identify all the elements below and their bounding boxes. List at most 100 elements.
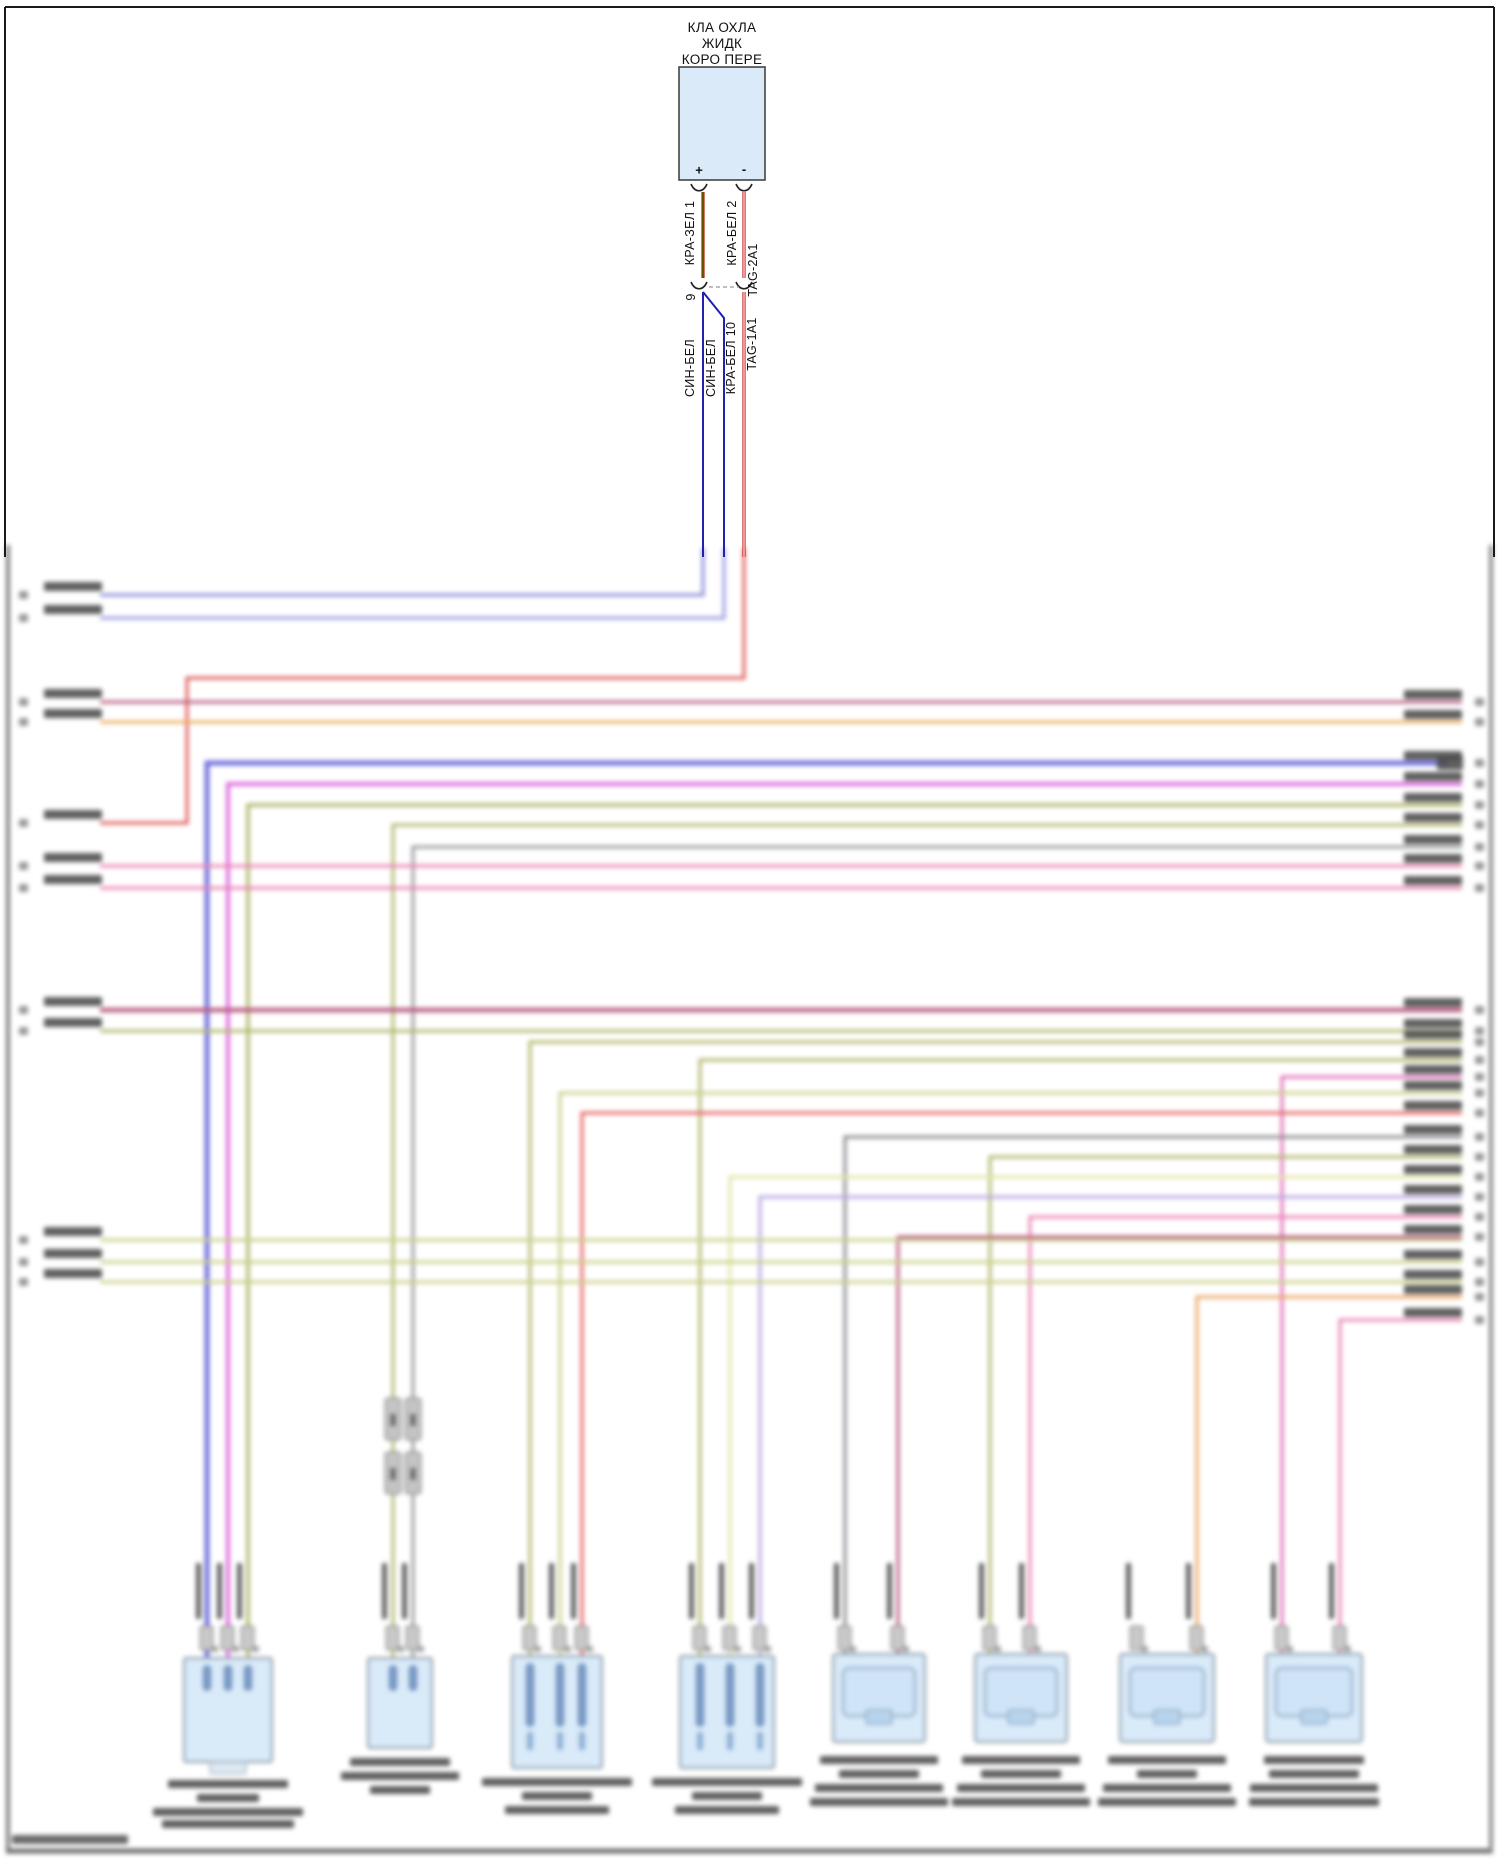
inline-connector-mark — [410, 1414, 416, 1426]
left-wire-label — [44, 1269, 102, 1278]
bottom-wire-name-blob — [549, 1563, 554, 1619]
connector-pin-slot — [556, 1663, 564, 1727]
module-tab — [1300, 1709, 1328, 1725]
bottom-wire-name-blob — [979, 1563, 984, 1619]
wire-pink-3 — [1280, 1075, 1462, 1658]
connector-pin-slot2 — [557, 1732, 563, 1750]
bottom-wire-name-blob — [719, 1563, 724, 1619]
wire-plug — [522, 1625, 537, 1651]
module-label-line — [1098, 1798, 1236, 1806]
module-label-line — [952, 1798, 1090, 1806]
right-wire-label — [1404, 813, 1462, 822]
right-wire-label — [1404, 1145, 1462, 1154]
left-wire-label — [44, 709, 102, 718]
wire-sin-bel-b — [100, 548, 726, 620]
wire-pink-4 — [1028, 1215, 1462, 1658]
left-wire-label — [44, 689, 102, 698]
connector-pin-slot — [389, 1665, 397, 1691]
wire-plug — [890, 1625, 905, 1651]
coolant-valve-box — [678, 66, 766, 181]
bottom-wire-name-blob — [382, 1563, 387, 1619]
module-label-line — [810, 1798, 948, 1806]
left-pin-number — [19, 1006, 28, 1014]
module-label-line — [1137, 1770, 1197, 1778]
wire-plug — [574, 1625, 589, 1651]
right-pin-number — [1475, 1193, 1484, 1201]
right-pin-number — [1475, 1153, 1484, 1161]
wire-name-label: СИН-БЕЛ — [704, 338, 718, 398]
right-wire-label — [1404, 1030, 1462, 1039]
wire-plug — [199, 1625, 214, 1651]
bottom-wire-name-blob — [1271, 1563, 1276, 1619]
bottom-pin-number — [534, 1646, 541, 1652]
connector-label-line — [197, 1794, 259, 1802]
right-pin-number — [1475, 821, 1484, 829]
module-label-line — [1269, 1770, 1359, 1778]
left-wire-label — [44, 853, 102, 862]
left-pin-number — [19, 614, 28, 622]
wire-name-label: КРА-БЕЛ 10 — [724, 321, 738, 395]
wire-plug — [722, 1625, 737, 1651]
wire-name-label: TAG-2A1 — [746, 243, 760, 297]
wire-plug — [1274, 1625, 1289, 1651]
right-wire-label — [1404, 854, 1462, 863]
bottom-pin-number — [417, 1646, 424, 1652]
module-tab — [1153, 1709, 1181, 1725]
wire-plug — [220, 1625, 235, 1651]
right-pin-number — [1475, 862, 1484, 870]
connector-pin-slot2 — [527, 1732, 533, 1750]
left-pin-number — [19, 1278, 28, 1286]
wire-magenta-1 — [226, 782, 1462, 1658]
terminal-arc — [735, 183, 753, 192]
right-pin-number — [1475, 1038, 1484, 1046]
right-wire-label — [1404, 1285, 1462, 1294]
right-wire-label — [1404, 998, 1462, 1007]
bottom-pin-number — [1141, 1646, 1148, 1652]
right-pin-number — [1475, 1089, 1484, 1097]
wire-name-label: СИН-БЕЛ — [683, 338, 697, 398]
footer-text-blob — [12, 1835, 128, 1844]
bottom-pin-number — [849, 1646, 856, 1652]
right-wire-label — [1404, 1165, 1462, 1174]
bottom-pin-number — [252, 1646, 259, 1652]
top-wire-blue — [702, 291, 725, 557]
bottom-wire-name-blob — [1329, 1563, 1334, 1619]
connector-pin-slot — [578, 1663, 586, 1727]
connector-label-line — [341, 1772, 459, 1780]
bottom-wire-name-blob — [571, 1563, 576, 1619]
bottom-pin-number — [994, 1646, 1001, 1652]
module-label-line — [815, 1784, 943, 1792]
left-wire-label — [44, 997, 102, 1006]
bottom-pin-number — [1286, 1646, 1293, 1652]
bottom-pin-number — [902, 1646, 909, 1652]
wire-plug — [1022, 1625, 1037, 1651]
connector-pin-slot2 — [697, 1732, 703, 1750]
bottom-pin-number — [586, 1646, 593, 1652]
right-pin-number — [1475, 1133, 1484, 1141]
bottom-wire-name-blob — [196, 1563, 201, 1619]
left-pin-number — [19, 1236, 28, 1244]
module-tab — [1007, 1709, 1035, 1725]
right-pin-number — [1475, 1258, 1484, 1266]
right-pin-number — [1475, 884, 1484, 892]
right-pin-number — [1475, 1073, 1484, 1081]
right-wire-label — [1404, 1225, 1462, 1234]
plus-terminal-label: + — [695, 162, 703, 178]
right-wire-label — [1404, 1019, 1462, 1028]
right-pin-number — [1475, 1316, 1484, 1324]
bottom-wire-name-blob — [1126, 1563, 1131, 1619]
left-wire-label — [44, 875, 102, 884]
right-pin-number — [1475, 759, 1484, 767]
right-wire-label — [1404, 1125, 1462, 1134]
module-label-line — [1250, 1784, 1378, 1792]
wire-plug — [552, 1625, 567, 1651]
bottom-pin-number — [1034, 1646, 1041, 1652]
connector-label-line — [692, 1792, 762, 1800]
connector-stem — [209, 1761, 247, 1775]
bottom-wire-name-blob — [1186, 1563, 1191, 1619]
right-wire-label — [1404, 793, 1462, 802]
wire-pink-5 — [1338, 1318, 1462, 1658]
left-pin-number — [19, 591, 28, 599]
left-wire-label — [44, 605, 102, 614]
